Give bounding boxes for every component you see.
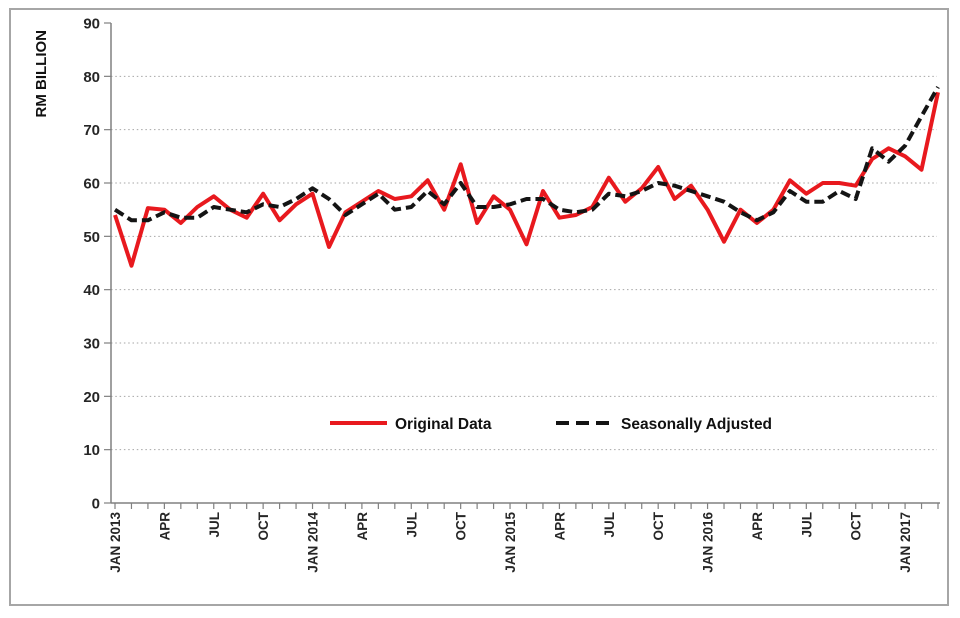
y-tick-label-90: 90: [83, 16, 100, 33]
x-tick-label-36: JAN 2016: [701, 512, 716, 573]
x-tick-label-45: OCT: [849, 511, 864, 540]
axis-tick-labels: 0 10 20 30 40 50 60 70 80 90 JAN 2013 APR JUL OCT JAN …: [83, 16, 913, 573]
y-tick-label-60: 60: [83, 176, 100, 193]
x-tick-label-9: OCT: [256, 511, 271, 540]
x-tick-label-48: JAN 2017: [898, 512, 913, 573]
x-tick-label-3: APR: [157, 512, 172, 541]
x-tick-label-15: APR: [355, 512, 370, 541]
x-tick-label-21: OCT: [454, 511, 469, 540]
y-tick-label-80: 80: [83, 69, 100, 86]
x-tick-label-0: JAN 2013: [108, 512, 123, 573]
x-tick-label-27: APR: [552, 512, 567, 541]
y-tick-label-30: 30: [83, 336, 100, 353]
y-tick-label-50: 50: [83, 229, 100, 246]
y-tick-label-20: 20: [83, 389, 100, 406]
x-tick-label-33: OCT: [651, 511, 666, 540]
x-tick-label-24: JAN 2015: [503, 512, 518, 573]
x-tick-label-42: JUL: [799, 512, 814, 538]
x-tick-label-39: APR: [750, 512, 765, 541]
original-data-line: [113, 91, 940, 268]
y-tick-label-70: 70: [83, 122, 100, 139]
y-tick-label-10: 10: [83, 442, 100, 459]
seasonally-adjusted-line: [113, 86, 940, 223]
axes: [104, 22, 940, 509]
chart-border: [9, 8, 949, 606]
data-series: [113, 86, 940, 268]
x-tick-label-18: JUL: [404, 512, 419, 538]
x-tick-label-6: JUL: [207, 512, 222, 538]
x-tick-label-30: JUL: [602, 512, 617, 538]
y-axis-title: RM BILLION: [33, 30, 50, 118]
x-tick-label-12: JAN 2014: [306, 512, 321, 573]
y-tick-label-40: 40: [83, 282, 100, 299]
y-tick-label-0: 0: [92, 496, 100, 513]
legend-label-seasonally-adjusted: Seasonally Adjusted: [621, 416, 772, 433]
legend-label-original-data: Original Data: [395, 416, 492, 433]
legend: Original Data Seasonally Adjusted: [330, 416, 772, 433]
